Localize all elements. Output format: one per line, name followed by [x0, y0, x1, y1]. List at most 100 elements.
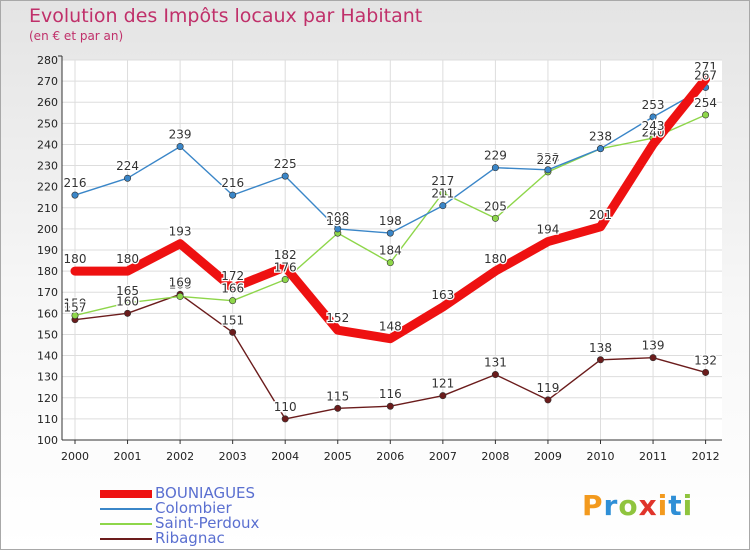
data-label-colombier: 198	[379, 214, 402, 228]
data-point-colombier	[334, 225, 342, 233]
data-point-ribagnac	[334, 404, 342, 412]
data-point-ribagnac	[439, 392, 447, 400]
y-tick-label: 240	[37, 138, 58, 151]
data-label-ribagnac: 132	[694, 353, 717, 367]
data-label-colombier: 225	[274, 157, 297, 171]
y-tick-label: 120	[37, 392, 58, 405]
data-point-ribagnac	[229, 328, 237, 336]
data-label-saint-perdoux: 243	[642, 119, 665, 133]
data-label-ribagnac: 139	[642, 339, 665, 353]
data-label-ribagnac: 115	[326, 389, 349, 403]
y-tick-label: 210	[37, 202, 58, 215]
data-label-colombier: 216	[221, 176, 244, 190]
data-label-bouniagues: 180	[484, 252, 507, 266]
data-point-saint-perdoux	[702, 111, 710, 119]
data-label-ribagnac: 110	[274, 400, 297, 414]
x-tick-label: 2003	[219, 450, 247, 463]
data-point-colombier	[649, 113, 657, 121]
data-label-bouniagues: 148	[379, 320, 402, 334]
y-tick-label: 200	[37, 223, 58, 236]
data-label-saint-perdoux: 168	[169, 277, 192, 291]
data-label-saint-perdoux: 159	[64, 296, 87, 310]
x-tick-label: 2006	[376, 450, 404, 463]
y-tick-label: 140	[37, 350, 58, 363]
y-tick-label: 150	[37, 328, 58, 341]
x-tick-label: 2008	[481, 450, 509, 463]
data-point-saint-perdoux	[281, 276, 289, 284]
data-label-colombier: 211	[431, 187, 454, 201]
data-point-ribagnac	[281, 415, 289, 423]
chart-title: Evolution des Impôts locaux par Habitant	[29, 5, 423, 27]
data-label-ribagnac: 131	[484, 356, 507, 370]
x-tick-label: 2004	[271, 450, 299, 463]
data-point-ribagnac	[386, 402, 394, 410]
data-point-colombier	[439, 202, 447, 210]
x-tick-label: 2010	[587, 450, 615, 463]
data-label-ribagnac: 151	[221, 313, 244, 327]
data-label-ribagnac: 121	[431, 377, 454, 391]
logo-letter: i	[682, 489, 694, 522]
data-point-colombier	[71, 191, 79, 199]
logo-letter: x	[638, 489, 658, 522]
data-label-saint-perdoux: 227	[536, 153, 559, 167]
data-label-bouniagues: 240	[642, 125, 665, 139]
data-label-saint-perdoux: 198	[326, 214, 349, 228]
y-tick-label: 280	[37, 54, 58, 67]
data-label-ribagnac: 160	[116, 294, 139, 308]
data-label-bouniagues: 172	[221, 269, 244, 283]
y-tick-label: 260	[37, 96, 58, 109]
data-point-colombier	[176, 143, 184, 151]
data-label-ribagnac: 116	[379, 387, 402, 401]
data-point-colombier	[491, 164, 499, 172]
proxiti-logo: Proxiti	[582, 489, 693, 522]
x-tick-label: 2001	[114, 450, 142, 463]
data-label-bouniagues: 180	[116, 252, 139, 266]
data-point-saint-perdoux	[229, 297, 237, 305]
series-line-bouniagues	[70, 74, 711, 344]
data-label-bouniagues: 152	[326, 311, 349, 325]
data-point-colombier	[124, 174, 132, 182]
data-label-saint-perdoux: 254	[694, 96, 717, 110]
data-label-saint-perdoux: 205	[484, 199, 507, 213]
legend-swatch	[100, 508, 152, 510]
data-label-bouniagues: 271	[694, 60, 717, 74]
data-label-colombier: 253	[642, 98, 665, 112]
y-tick-label: 250	[37, 117, 58, 130]
y-tick-label: 220	[37, 181, 58, 194]
data-point-saint-perdoux	[439, 189, 447, 197]
data-label-ribagnac: 169	[169, 275, 192, 289]
legend-label: Colombier	[155, 499, 232, 517]
data-point-saint-perdoux	[176, 292, 184, 300]
data-point-saint-perdoux	[71, 311, 79, 319]
data-label-saint-perdoux: 165	[116, 284, 139, 298]
data-label-bouniagues: 163	[431, 288, 454, 302]
y-tick-label: 270	[37, 75, 58, 88]
x-tick-label: 2011	[639, 450, 667, 463]
data-label-colombier: 239	[169, 128, 192, 142]
data-point-ribagnac	[649, 354, 657, 362]
data-label-bouniagues: 182	[274, 248, 297, 262]
y-tick-label: 130	[37, 371, 58, 384]
data-label-colombier: 216	[64, 176, 87, 190]
data-point-colombier	[544, 166, 552, 174]
data-label-colombier: 224	[116, 159, 139, 173]
data-label-saint-perdoux: 238	[589, 130, 612, 144]
data-point-saint-perdoux	[491, 214, 499, 222]
logo-letter: r	[603, 489, 619, 522]
data-label-saint-perdoux: 217	[431, 174, 454, 188]
y-tick-label: 160	[37, 307, 58, 320]
logo-letter: i	[657, 489, 669, 522]
y-tick-label: 100	[37, 434, 58, 447]
data-point-saint-perdoux	[124, 299, 132, 307]
data-label-bouniagues: 201	[589, 208, 612, 222]
data-point-saint-perdoux	[386, 259, 394, 267]
data-label-saint-perdoux: 184	[379, 244, 402, 258]
data-point-colombier	[596, 145, 604, 153]
legend-swatch	[100, 523, 152, 525]
data-label-saint-perdoux: 176	[274, 261, 297, 275]
data-label-colombier: 200	[326, 210, 349, 224]
x-tick-label: 2007	[429, 450, 457, 463]
chart-subtitle: (en € et par an)	[29, 29, 124, 43]
x-tick-label: 2002	[166, 450, 194, 463]
data-point-colombier	[386, 229, 394, 237]
